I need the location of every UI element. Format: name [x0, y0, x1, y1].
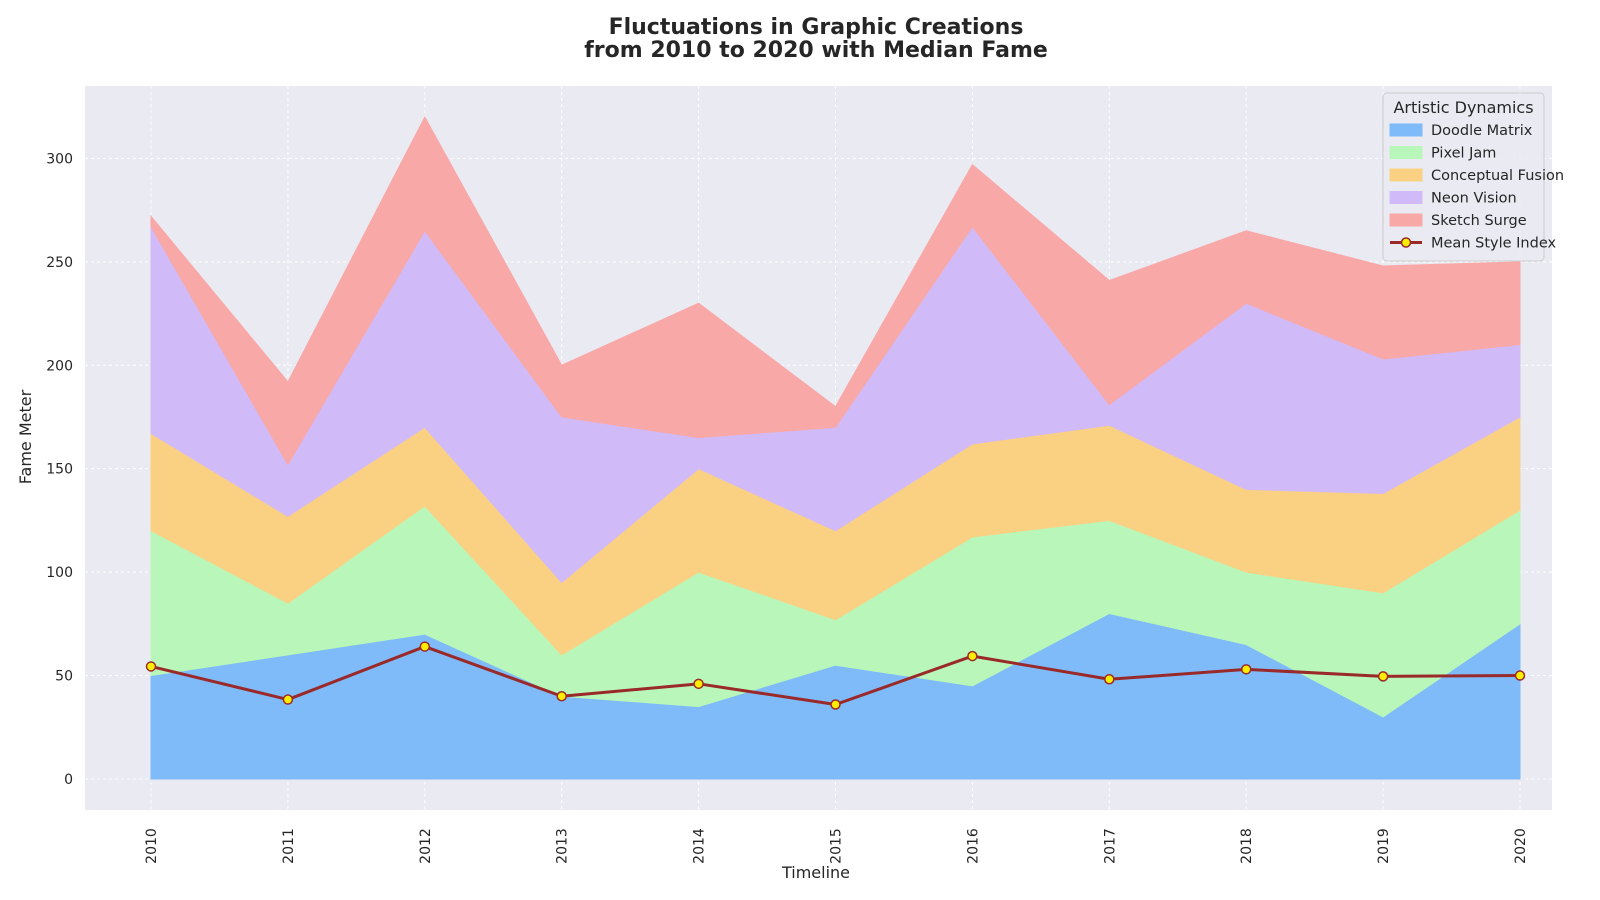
- x-tick-label: 2011: [281, 828, 297, 864]
- mean-point: [556, 690, 567, 702]
- mean-point: [145, 661, 157, 672]
- y-axis-label: Fame Meter: [16, 389, 35, 484]
- legend-swatch: [1389, 168, 1423, 182]
- legend-entry: Neon Vision: [1431, 191, 1517, 207]
- legend-swatch: [1389, 213, 1423, 227]
- y-tick-label: 0: [64, 772, 73, 788]
- legend-entry: Pixel Jam: [1431, 146, 1496, 162]
- y-tick-label: 250: [46, 255, 73, 271]
- x-axis-label: Timeline: [781, 863, 850, 882]
- mean-point: [282, 694, 294, 705]
- legend-swatch: [1389, 191, 1423, 204]
- mean-point: [1240, 664, 1252, 675]
- y-tick-label: 200: [46, 358, 73, 374]
- legend-title: Artistic Dynamics: [1393, 98, 1533, 117]
- chart-title: Fluctuations in Graphic Creations: [609, 15, 1024, 40]
- legend-marker: [1400, 237, 1412, 248]
- area-sketch-surge: [150, 115, 1521, 466]
- x-tick-label: 2018: [1239, 828, 1255, 864]
- x-tick-label: 2010: [144, 828, 160, 864]
- legend-entry: Mean Style Index: [1431, 236, 1556, 252]
- legend: Artistic Dynamics Doodle Matrix Pixel Jam…: [1382, 92, 1564, 262]
- x-tick-label: 2014: [692, 828, 708, 864]
- legend-entry: Conceptual Fusion: [1431, 168, 1564, 184]
- mean-point: [1514, 670, 1526, 681]
- y-tick-label: 100: [46, 565, 73, 581]
- x-tick-label: 2015: [829, 828, 845, 864]
- legend-entry: Doodle Matrix: [1431, 123, 1533, 139]
- x-tick-label: 2019: [1376, 828, 1392, 864]
- legend-box: [1382, 92, 1545, 262]
- mean-point: [1377, 671, 1389, 682]
- legend-entry: Sketch Surge: [1431, 213, 1527, 229]
- x-tick-label: 2016: [965, 828, 981, 864]
- chart-subtitle: from 2010 to 2020 with Median Fame: [584, 38, 1048, 63]
- area-series-group: [150, 115, 1521, 780]
- legend-swatch: [1389, 123, 1423, 137]
- x-tick-label: 2012: [418, 828, 434, 864]
- axis-ticks: 0 50 100 150 200 250 300 2010 2011 2012 2013 2014 20…: [46, 151, 1529, 863]
- legend-swatch: [1389, 146, 1423, 159]
- x-tick-label: 2017: [1102, 828, 1118, 864]
- x-tick-label: 2020: [1513, 828, 1529, 864]
- x-tick-label: 2013: [555, 828, 571, 864]
- mean-line-group: [145, 641, 1526, 710]
- mean-point: [967, 650, 978, 662]
- mean-point: [693, 678, 704, 690]
- y-tick-label: 150: [46, 462, 73, 478]
- y-tick-label: 300: [46, 151, 73, 167]
- mean-point: [1104, 674, 1115, 685]
- y-tick-label: 50: [55, 669, 73, 685]
- mean-point: [419, 641, 431, 652]
- mean-point: [830, 699, 841, 710]
